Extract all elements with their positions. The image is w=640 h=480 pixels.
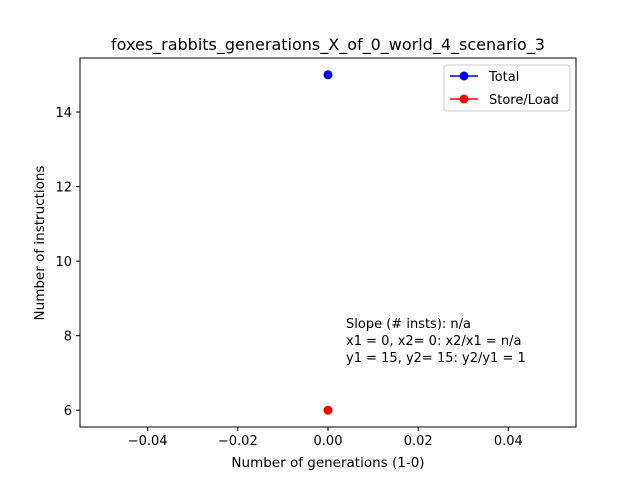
y-tick-label: 14	[55, 106, 72, 121]
x-tick-label: −0.04	[128, 434, 168, 449]
legend: Total Store/Load	[443, 64, 571, 112]
axes: −0.04 −0.02 0.00 0.02 0.04 6 8 10 12 14	[55, 57, 577, 449]
annotation-line: x1 = 0, x2= 0: x2/x1 = n/a	[346, 334, 521, 349]
legend-label: Store/Load	[489, 93, 559, 108]
annotation: Slope (# insts): n/a x1 = 0, x2= 0: x2/x1…	[346, 317, 526, 366]
x-tick-label: 0.00	[314, 434, 343, 449]
legend-marker	[459, 71, 469, 81]
x-tick-label: 0.04	[494, 434, 523, 449]
y-tick-label: 8	[64, 330, 72, 345]
data-point	[323, 405, 333, 415]
y-tick-label: 10	[55, 255, 72, 270]
x-axis-label: Number of generations (1-0)	[231, 455, 424, 471]
data-marks	[323, 70, 333, 415]
legend-marker	[459, 94, 469, 104]
y-tick-label: 6	[64, 404, 72, 419]
y-tick-label: 12	[55, 181, 72, 196]
x-tick-label: −0.02	[218, 434, 258, 449]
y-axis-label: Number of instructions	[32, 166, 48, 321]
annotation-line: Slope (# insts): n/a	[346, 317, 471, 332]
x-tick-label: 0.02	[404, 434, 433, 449]
annotation-line: y1 = 15, y2= 15: y2/y1 = 1	[346, 351, 526, 366]
chart-title: foxes_rabbits_generations_X_of_0_world_4…	[111, 35, 545, 55]
legend-label: Total	[488, 70, 519, 85]
data-point	[323, 70, 333, 80]
